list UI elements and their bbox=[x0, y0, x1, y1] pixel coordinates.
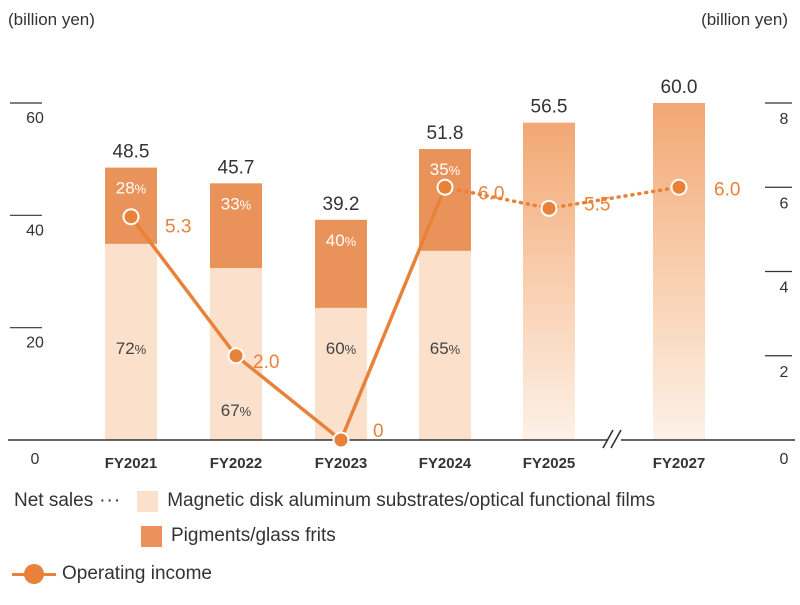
pct-pigments-fy2023: 40% bbox=[326, 231, 357, 250]
bar-substrates-fy2024 bbox=[419, 250, 471, 440]
operating-income-segment-1 bbox=[129, 214, 238, 358]
total-label-fy2027: 60.0 bbox=[661, 77, 698, 98]
pct-substrates-fy2024: 65% bbox=[430, 339, 461, 358]
left-tick-40: 40 bbox=[26, 222, 44, 239]
bar-pigments-fy2021 bbox=[105, 167, 157, 244]
x-tick-fy2023: FY2023 bbox=[315, 455, 368, 472]
operating-income-label-fy2023: 0 bbox=[373, 421, 384, 442]
right-tick-2: 2 bbox=[780, 364, 789, 381]
operating-income-point-fy2027 bbox=[670, 178, 688, 196]
operating-income-segment-2 bbox=[234, 354, 343, 442]
left-axis-unit: (billion yen) bbox=[8, 10, 95, 29]
pct-substrates-fy2021: 72% bbox=[116, 339, 147, 358]
right-tick-0: 0 bbox=[780, 451, 789, 468]
operating-income-segment-5 bbox=[547, 185, 681, 211]
legend-net-sales-prefix: Net sales bbox=[14, 490, 94, 511]
total-label-fy2021: 48.5 bbox=[113, 142, 150, 163]
operating-income-point-fy2021 bbox=[122, 208, 140, 226]
legend-ellipsis: ··· bbox=[99, 490, 122, 511]
operating-income-segment-3 bbox=[339, 185, 447, 442]
axis-break-mark-1 bbox=[602, 429, 614, 449]
legend-label-operating-income: Operating income bbox=[62, 563, 212, 584]
operating-income-point-fy2024 bbox=[436, 178, 454, 196]
pct-pigments-fy2022: 33% bbox=[221, 194, 252, 213]
operating-income-label-fy2024: 6.0 bbox=[478, 183, 504, 204]
operating-income-point-fy2022 bbox=[227, 347, 245, 365]
operating-income-point-fy2023 bbox=[332, 431, 350, 449]
left-tick-60: 60 bbox=[26, 110, 44, 127]
x-tick-fy2025: FY2025 bbox=[523, 455, 576, 472]
legend-swatch-light bbox=[137, 490, 159, 512]
right-tick-6: 6 bbox=[780, 195, 789, 212]
total-label-fy2022: 45.7 bbox=[218, 157, 255, 178]
legend-net-sales-row: Net sales ··· Magnetic disk aluminum sub… bbox=[14, 490, 655, 512]
pct-substrates-fy2022: 67% bbox=[221, 401, 252, 420]
bar-total-fy2027 bbox=[653, 103, 705, 440]
operating-income-point-fy2025 bbox=[540, 199, 558, 217]
legend-pigments-row: Pigments/glass frits bbox=[141, 525, 336, 547]
legend-operating-income-row: Operating income bbox=[12, 563, 212, 585]
right-tick-4: 4 bbox=[780, 280, 789, 297]
x-tick-fy2027: FY2027 bbox=[653, 455, 706, 472]
operating-income-label-fy2027: 6.0 bbox=[714, 179, 740, 200]
right-tick-8: 8 bbox=[780, 111, 789, 128]
pct-pigments-fy2021: 28% bbox=[116, 179, 147, 198]
bar-total-fy2025 bbox=[523, 122, 575, 441]
legend-line-marker-icon bbox=[12, 564, 56, 584]
left-tick-0: 0 bbox=[31, 451, 40, 468]
bar-pigments-fy2023 bbox=[315, 219, 367, 308]
left-tick-20: 20 bbox=[26, 335, 44, 352]
operating-income-label-fy2022: 2.0 bbox=[253, 352, 279, 373]
total-label-fy2025: 56.5 bbox=[531, 97, 568, 118]
legend-swatch-dark bbox=[141, 525, 162, 547]
total-label-fy2023: 39.2 bbox=[323, 194, 360, 215]
bar-pigments-fy2022 bbox=[210, 183, 262, 269]
axis-break-mark-2 bbox=[610, 429, 622, 449]
x-tick-fy2021: FY2021 bbox=[105, 455, 158, 472]
operating-income-label-fy2021: 5.3 bbox=[165, 217, 191, 238]
total-label-fy2024: 51.8 bbox=[427, 123, 464, 144]
legend-label-pigments: Pigments/glass frits bbox=[171, 525, 336, 546]
pct-substrates-fy2023: 60% bbox=[326, 339, 357, 358]
operating-income-label-fy2025: 5.5 bbox=[584, 194, 610, 215]
pct-pigments-fy2024: 35% bbox=[430, 160, 461, 179]
bar-substrates-fy2023 bbox=[315, 307, 367, 440]
x-tick-fy2022: FY2022 bbox=[210, 455, 263, 472]
bar-substrates-fy2021 bbox=[105, 243, 157, 440]
right-axis-unit: (billion yen) bbox=[701, 10, 788, 29]
x-tick-fy2024: FY2024 bbox=[419, 455, 472, 472]
legend-label-substrates: Magnetic disk aluminum substrates/optica… bbox=[167, 490, 656, 511]
